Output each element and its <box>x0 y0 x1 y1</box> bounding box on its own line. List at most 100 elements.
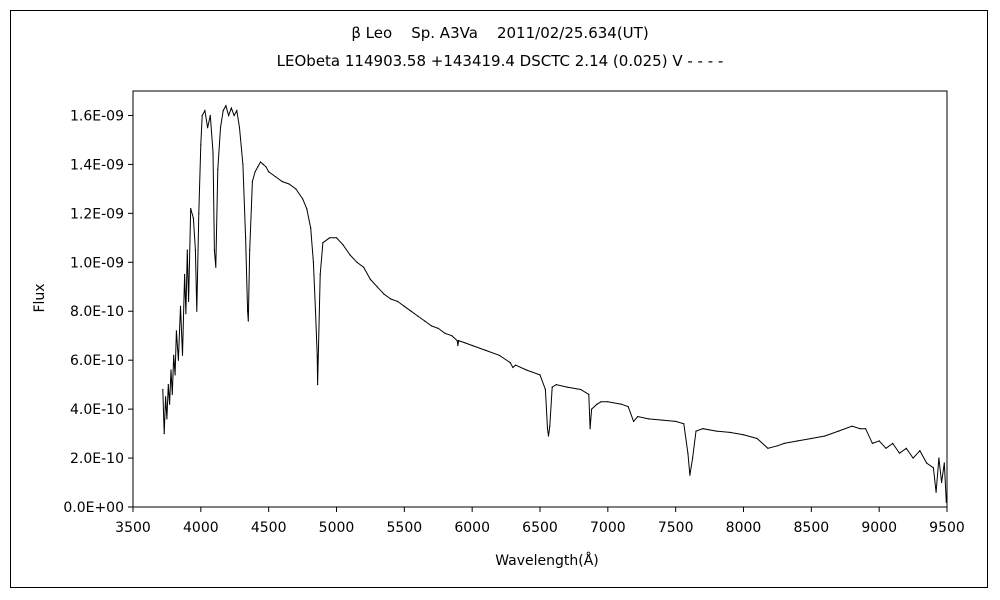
data-point <box>190 207 192 210</box>
data-point <box>935 491 937 493</box>
data-point <box>342 244 344 246</box>
data-point <box>200 144 202 146</box>
data-point <box>715 430 718 432</box>
data-point <box>498 354 500 356</box>
data-point <box>314 310 317 312</box>
data-point <box>363 266 365 268</box>
data-point <box>620 403 623 405</box>
data-point <box>471 344 473 347</box>
data-point <box>797 440 799 442</box>
data-point <box>647 418 650 420</box>
chart-title: β Leo Sp. A3Va 2011/02/25.634(UT) <box>351 24 649 42</box>
chart-subtitle: LEObeta 114903.58 +143419.4 DSCTC 2.14 (… <box>276 52 724 70</box>
data-point <box>249 249 251 251</box>
data-point <box>169 403 171 405</box>
data-point <box>837 430 840 432</box>
data-point <box>186 249 188 251</box>
data-point <box>219 127 222 129</box>
data-point <box>692 457 694 459</box>
data-point <box>633 420 635 422</box>
chart-frame <box>10 10 988 588</box>
data-point <box>430 325 433 327</box>
data-point <box>689 474 691 476</box>
data-point <box>233 114 235 117</box>
data-point <box>317 384 319 386</box>
data-point <box>912 457 914 459</box>
data-point <box>546 428 549 430</box>
data-point <box>238 127 241 129</box>
data-point <box>547 435 550 437</box>
data-point <box>397 300 399 302</box>
data-point <box>185 313 187 315</box>
data-point <box>871 442 874 444</box>
data-point <box>943 462 945 464</box>
data-point <box>898 452 901 454</box>
data-point <box>166 418 168 420</box>
data-point <box>512 366 514 369</box>
data-point <box>170 369 172 371</box>
y-tick-label: 0.0E+00 <box>63 500 124 516</box>
data-point <box>702 428 704 430</box>
x-tick-label: 9000 <box>861 520 897 536</box>
x-tick-label: 4000 <box>183 520 219 536</box>
data-point <box>167 384 169 386</box>
data-point <box>729 431 731 433</box>
data-point <box>228 114 230 117</box>
data-point <box>683 423 685 425</box>
data-point <box>163 433 165 435</box>
data-point <box>600 401 602 403</box>
data-point <box>201 114 203 117</box>
data-point <box>225 105 227 107</box>
data-point <box>515 364 517 366</box>
data-point <box>356 261 358 263</box>
data-point <box>544 388 547 391</box>
data-point <box>878 440 880 442</box>
data-point <box>767 447 769 449</box>
data-point <box>824 435 826 437</box>
y-tick-label: 2.0E-10 <box>70 451 124 467</box>
data-point <box>335 237 338 239</box>
x-tick-label: 5000 <box>319 520 355 536</box>
data-point <box>485 349 487 351</box>
x-tick-label: 7000 <box>590 520 626 536</box>
data-point <box>177 359 179 361</box>
data-point <box>588 393 590 395</box>
data-point <box>687 452 689 454</box>
data-point <box>245 237 247 239</box>
data-point <box>316 354 318 356</box>
data-point <box>247 310 249 312</box>
data-point <box>742 434 745 436</box>
data-point <box>549 425 551 427</box>
x-axis-ticks: 3500 4000 4500 5000 5500 6000 6500 7000 7500 8000… <box>115 507 965 536</box>
data-point <box>173 354 175 356</box>
data-point <box>596 403 598 405</box>
data-point <box>885 447 887 449</box>
data-point <box>938 457 940 459</box>
x-tick-label: 4500 <box>251 520 287 536</box>
data-point <box>265 166 267 168</box>
data-point <box>892 442 894 444</box>
x-tick-label: 5500 <box>387 520 423 536</box>
data-point <box>247 320 249 322</box>
y-tick-label: 4.0E-10 <box>70 402 124 418</box>
data-point <box>254 171 256 173</box>
data-point <box>198 212 200 214</box>
data-point <box>215 266 217 268</box>
data-point <box>181 354 184 356</box>
x-tick-label: 8500 <box>794 520 830 536</box>
data-point <box>756 437 758 440</box>
data-point <box>675 420 677 422</box>
data-point <box>525 369 528 371</box>
data-point <box>281 180 283 183</box>
data-point <box>932 467 935 469</box>
data-point <box>410 310 412 312</box>
data-point <box>349 254 351 256</box>
data-point <box>376 286 378 288</box>
data-point <box>627 406 629 408</box>
data-point <box>230 107 232 109</box>
data-point <box>456 340 458 342</box>
data-point <box>274 176 276 178</box>
y-tick-label: 8.0E-10 <box>70 304 124 320</box>
data-point <box>661 419 663 421</box>
data-point <box>859 428 861 430</box>
